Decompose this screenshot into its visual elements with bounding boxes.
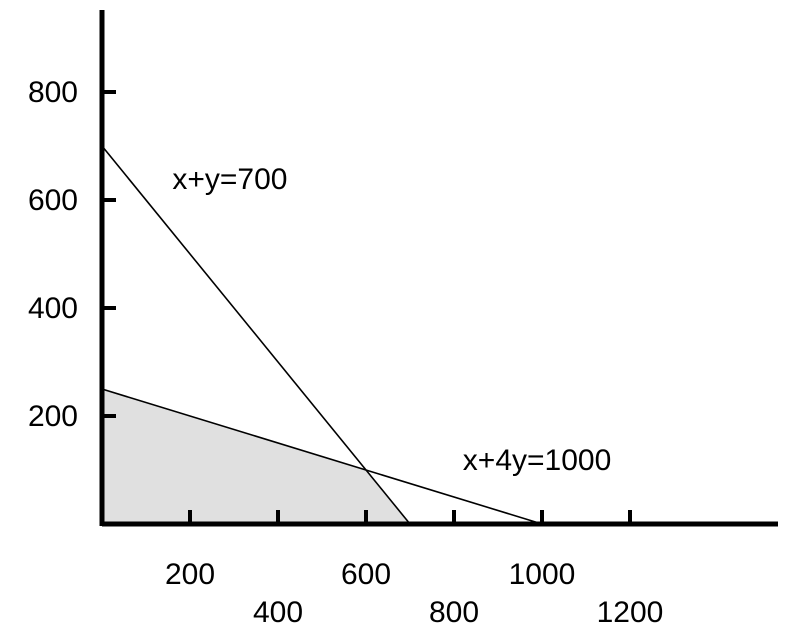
y-tick-label-400: 400 (28, 292, 78, 325)
labels-layer: x+y=700 x+4y=1000 200 400 600 800 1000 1200 200 4… (28, 76, 663, 629)
x-tick-label-400: 400 (253, 596, 303, 629)
constraint-line-1 (101, 145, 411, 525)
y-tick-label-200: 200 (28, 400, 78, 433)
x-tick-label-1200: 1200 (597, 596, 664, 629)
ticks-layer (102, 90, 632, 524)
feasible-region-layer (102, 389, 410, 524)
x-tick-label-600: 600 (341, 558, 391, 591)
x-tick-label-200: 200 (165, 558, 215, 591)
constraint-lines-layer (101, 145, 543, 525)
constraint-line-label-2: x+4y=1000 (463, 444, 611, 477)
y-tick-label-800: 800 (28, 76, 78, 109)
x-tick-label-800: 800 (429, 596, 479, 629)
feasible-region (102, 389, 410, 524)
constraint-line-label-1: x+y=700 (172, 163, 287, 196)
constraint-line-2 (101, 388, 543, 525)
y-tick-label-600: 600 (28, 184, 78, 217)
x-tick-label-1000: 1000 (509, 558, 576, 591)
axes-layer (99, 10, 778, 527)
